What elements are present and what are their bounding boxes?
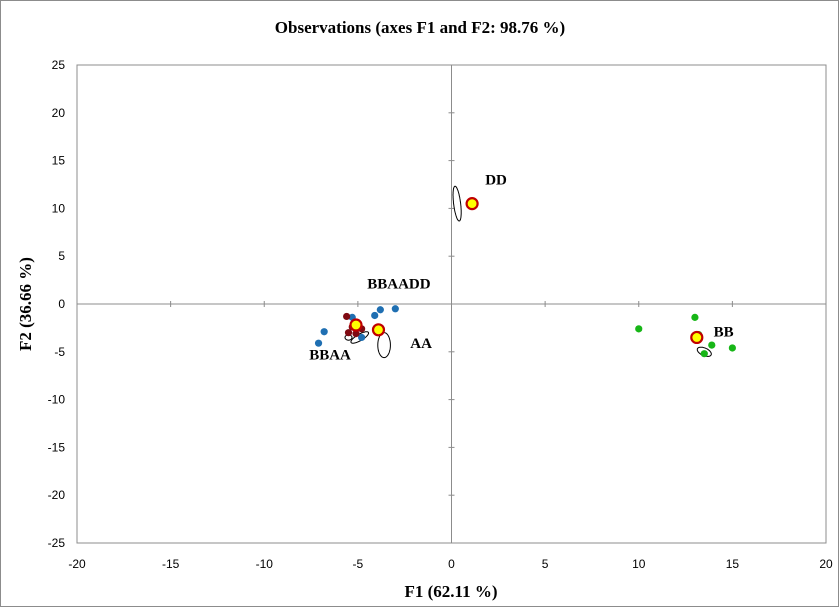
y-tick-label: -25 xyxy=(48,536,66,550)
y-tick-label: -5 xyxy=(54,345,65,359)
group-centroids xyxy=(349,197,704,345)
point-bbaadd xyxy=(320,328,328,336)
ellipse-dd xyxy=(452,185,462,222)
ellipse-aa xyxy=(377,332,391,359)
group-labels: DD BBAADD AA BBAA BB xyxy=(309,173,733,364)
y-tick-label: 20 xyxy=(52,106,66,120)
point-bb xyxy=(691,313,699,321)
centroid-dd xyxy=(465,197,479,211)
y-tick-label: -15 xyxy=(48,440,66,454)
y-tick-label: -10 xyxy=(48,393,66,407)
x-tick-label: 15 xyxy=(726,557,740,571)
point-bb xyxy=(635,325,643,333)
point-bbaa xyxy=(352,330,360,338)
y-axis-title: F2 (36.66 %) xyxy=(16,257,35,351)
centroid-bbaa xyxy=(349,318,363,332)
point-bbaadd xyxy=(371,311,379,320)
y-tick-label: 25 xyxy=(52,58,66,72)
point-bbaa xyxy=(343,312,351,321)
point-bbaa xyxy=(344,329,353,337)
ellipse-bbaadd xyxy=(350,331,370,344)
label-bb: BB xyxy=(714,325,734,341)
x-tick-labels: -20 -15 -10 -5 0 5 10 15 20 xyxy=(68,557,833,571)
point-bbaadd xyxy=(376,306,384,314)
point-bb xyxy=(728,344,736,352)
label-dd: DD xyxy=(485,173,507,189)
label-bbaa: BBAA xyxy=(309,347,351,363)
x-tick-label: 0 xyxy=(448,557,455,571)
point-bb xyxy=(700,350,708,358)
x-axis-title: F1 (62.11 %) xyxy=(404,582,497,601)
y-tick-label: -20 xyxy=(48,488,66,502)
x-tick-label: -10 xyxy=(256,557,274,571)
x-tick-label: 10 xyxy=(632,557,646,571)
centroid-bbaadd xyxy=(371,323,386,337)
chart-title: Observations (axes F1 and F2: 98.76 %) xyxy=(275,18,565,37)
y-tick-labels: -25 -20 -15 -10 -5 0 5 10 15 20 25 xyxy=(48,58,66,550)
x-tick-label: -5 xyxy=(353,557,364,571)
y-tick-label: 10 xyxy=(52,201,66,215)
label-bbaadd: BBAADD xyxy=(367,277,431,293)
point-bbaadd xyxy=(391,305,399,313)
point-bbaadd xyxy=(314,339,323,347)
y-tick-label: 15 xyxy=(52,154,66,168)
point-bb xyxy=(708,341,716,349)
label-aa: AA xyxy=(410,336,432,352)
x-tick-label: -15 xyxy=(162,557,180,571)
x-tick-label: 5 xyxy=(542,557,549,571)
point-bbaadd xyxy=(358,333,366,342)
y-tick-label: 5 xyxy=(58,249,65,263)
centroid-bb xyxy=(690,330,704,345)
x-tick-label: 20 xyxy=(819,557,833,571)
y-tick-label: 0 xyxy=(58,297,65,311)
axes xyxy=(76,64,827,544)
x-tick-label: -20 xyxy=(68,557,86,571)
